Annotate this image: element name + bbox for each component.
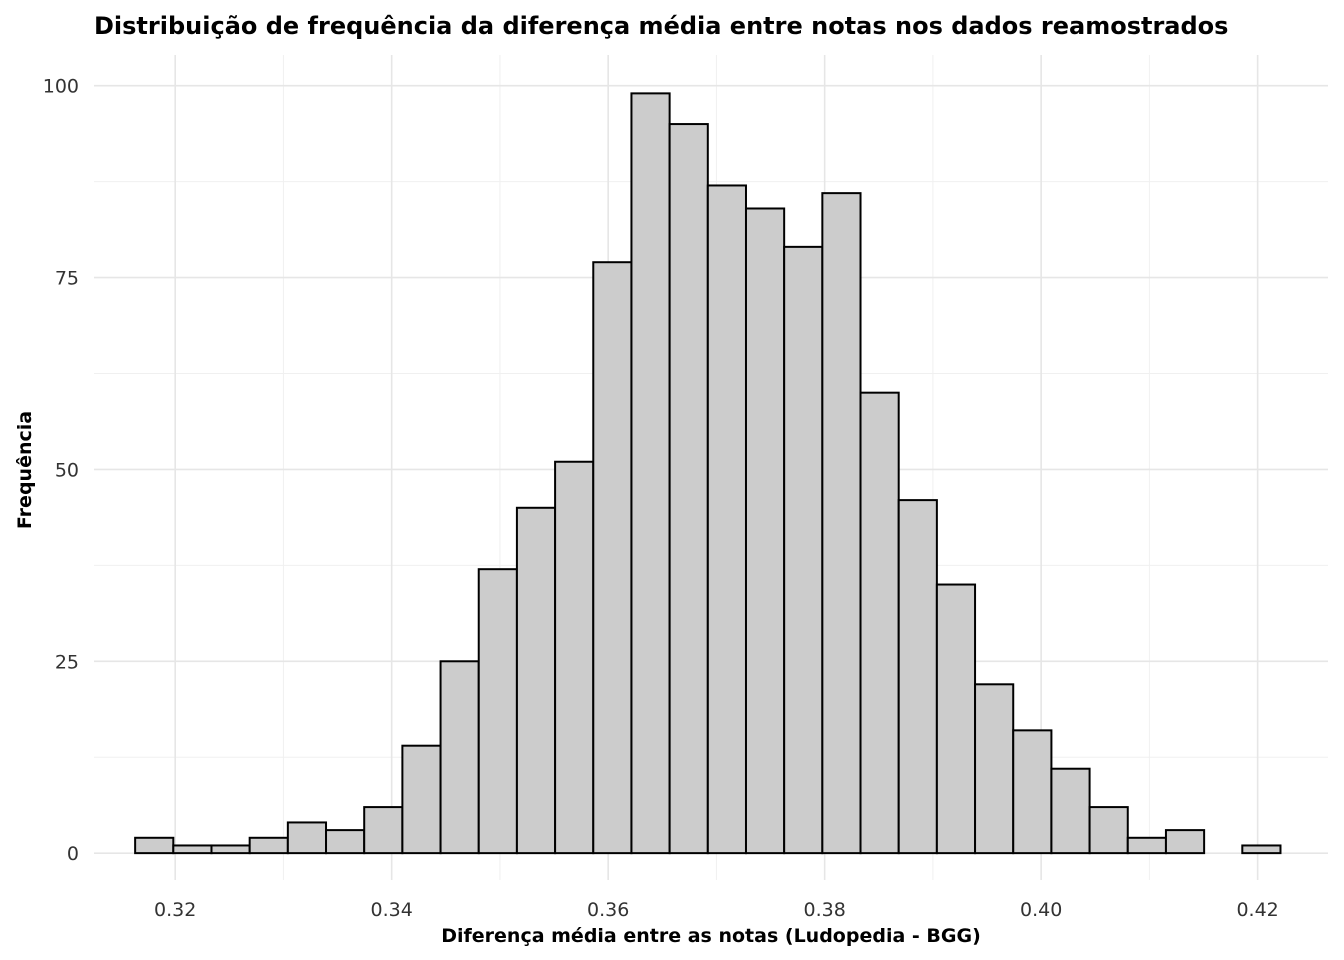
histogram-bar xyxy=(515,506,557,855)
x-tick-label: 0.38 xyxy=(804,899,846,921)
x-axis-label: Diferença média entre as notas (Ludopedi… xyxy=(441,925,981,947)
x-tick-label: 0.34 xyxy=(371,899,413,921)
x-tick-label: 0.42 xyxy=(1236,899,1278,921)
y-tick-label: 25 xyxy=(55,651,79,673)
histogram-bar xyxy=(592,261,633,855)
histogram-bar xyxy=(401,744,442,855)
histogram-bar xyxy=(630,92,671,855)
histogram-bar xyxy=(897,499,938,855)
histogram-bar xyxy=(363,806,404,855)
histogram-bar xyxy=(1050,767,1091,855)
histogram-bar xyxy=(859,391,900,855)
y-axis-ticks: 0 25 50 75 100 xyxy=(43,76,79,865)
histogram-bars xyxy=(134,92,1282,855)
x-tick-label: 0.32 xyxy=(154,899,196,921)
histogram-bar xyxy=(1012,729,1053,855)
histogram-bar xyxy=(172,844,213,855)
chart-title: Distribuição de frequência da diferença … xyxy=(94,12,1228,40)
histogram-bar xyxy=(1088,806,1129,855)
x-axis-ticks: 0.32 0.34 0.36 0.38 0.40 0.42 xyxy=(154,899,1279,921)
y-axis-label: Frequência xyxy=(14,411,36,529)
histogram-bar xyxy=(210,844,251,855)
histogram-bar xyxy=(1164,829,1206,855)
histogram-bar xyxy=(134,836,175,855)
histogram-bar xyxy=(554,460,595,855)
histogram-bar xyxy=(1241,844,1282,855)
histogram-bar xyxy=(439,660,480,855)
histogram-bar xyxy=(935,583,977,855)
histogram-bar xyxy=(325,829,366,855)
histogram-bar xyxy=(783,245,824,855)
y-tick-label: 75 xyxy=(55,268,79,290)
x-tick-label: 0.36 xyxy=(587,899,629,921)
histogram-bar xyxy=(1126,836,1167,855)
histogram-bar xyxy=(286,821,328,855)
histogram-bar xyxy=(477,568,518,855)
histogram-bar xyxy=(248,836,289,855)
histogram-bar xyxy=(821,192,862,855)
histogram-bar xyxy=(744,207,786,855)
y-tick-label: 0 xyxy=(67,843,79,865)
y-tick-label: 50 xyxy=(55,459,79,481)
histogram-bar xyxy=(668,123,709,855)
histogram-bar xyxy=(974,683,1015,855)
histogram-bar xyxy=(706,184,747,855)
y-tick-label: 100 xyxy=(43,76,79,98)
x-tick-label: 0.40 xyxy=(1020,899,1062,921)
